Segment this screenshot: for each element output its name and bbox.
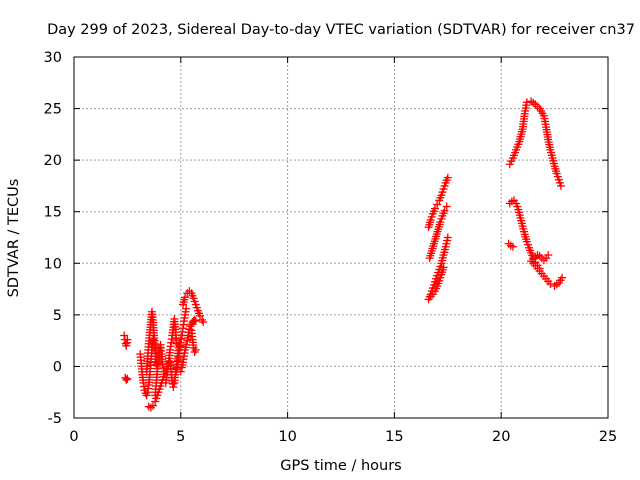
x-tick-labels: 0 5 10 15 20 25 [69,429,617,445]
data-points [120,97,567,412]
data-point [149,401,158,410]
y-tick-label: 10 [44,256,62,272]
x-tick-label: 5 [176,429,185,445]
data-point [176,367,185,376]
data-point [439,263,448,272]
data-point [558,273,567,282]
data-point [442,202,451,211]
x-tick-label: 10 [278,429,296,445]
y-axis-label: SDTVAR / TECUs [6,179,22,298]
data-point [182,340,191,349]
data-point [182,304,191,313]
y-tick-label: 15 [44,205,62,221]
data-point [122,375,131,384]
data-point [430,204,439,213]
y-tick-label: 5 [53,308,62,324]
x-tick-label: 20 [492,429,510,445]
data-point [169,383,178,392]
data-point [149,335,158,344]
y-tick-label: 25 [44,102,62,118]
data-point [191,345,200,354]
data-point [199,318,208,327]
data-point [557,181,566,190]
chart-title: Day 299 of 2023, Sidereal Day-to-day VTE… [47,22,635,38]
x-axis-label: GPS time / hours [280,458,401,474]
axis-ticks [73,56,609,419]
y-tick-label: 30 [44,50,62,66]
data-point [440,206,449,215]
plot-frame [73,56,609,419]
data-point [196,311,205,320]
data-point-interp [552,280,561,289]
data-point-interp [533,102,542,111]
data-point [190,347,199,356]
data-point [443,233,452,242]
data-point [506,241,515,250]
data-point [144,402,153,411]
data-point [433,200,442,209]
data-point [146,403,155,412]
data-point-interp [529,98,538,107]
data-point [507,197,516,206]
data-point [190,316,199,325]
x-tick-label: 0 [69,429,78,445]
x-tick-label: 25 [599,429,617,445]
y-tick-labels: -5 0 5 10 15 20 25 30 [44,50,62,427]
data-point [121,373,130,382]
data-point [123,335,132,344]
x-tick-label: 15 [385,429,403,445]
data-point [191,317,200,326]
data-point [123,374,132,383]
data-point [544,251,553,260]
data-point [508,242,517,251]
data-point [443,173,452,182]
y-tick-label: 20 [44,153,62,169]
y-tick-label: -5 [48,411,62,427]
data-point [181,293,190,302]
y-tick-label: 0 [53,359,62,375]
